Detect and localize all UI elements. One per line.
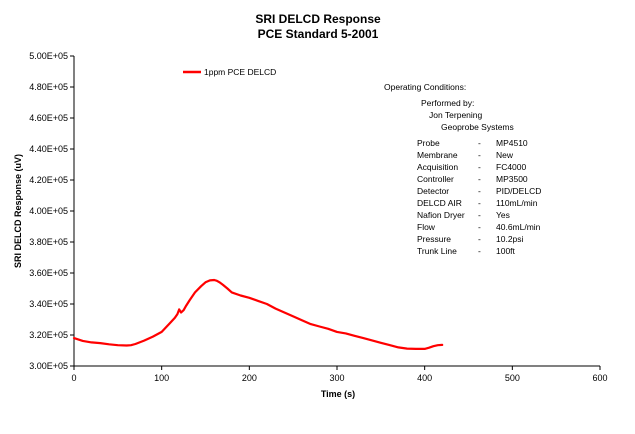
x-tick-label: 500 [505, 373, 520, 383]
operating-conditions-box: Operating Conditions: Performed by: Jon … [384, 82, 541, 256]
y-tick-label: 4.00E+05 [29, 206, 68, 216]
condition-separator: - [478, 222, 481, 232]
condition-value: 110mL/min [496, 198, 538, 208]
condition-separator: - [478, 162, 481, 172]
y-tick-label: 4.80E+05 [29, 82, 68, 92]
condition-separator: - [478, 234, 481, 244]
condition-param: Acquisition [417, 162, 458, 172]
condition-value: MP4510 [496, 138, 528, 148]
condition-param: Membrane [417, 150, 458, 160]
condition-separator: - [478, 138, 481, 148]
condition-value: New [496, 150, 514, 160]
condition-separator: - [478, 246, 481, 256]
y-tick-label: 5.00E+05 [29, 51, 68, 61]
condition-param: DELCD AIR [417, 198, 462, 208]
performed-by-person: Jon Terpening [429, 110, 483, 120]
condition-separator: - [478, 174, 481, 184]
condition-value: 40.6mL/min [496, 222, 541, 232]
x-tick-label: 200 [242, 373, 257, 383]
condition-param: Controller [417, 174, 454, 184]
condition-param: Probe [417, 138, 440, 148]
condition-separator: - [478, 198, 481, 208]
y-tick-label: 4.60E+05 [29, 113, 68, 123]
y-tick-label: 3.20E+05 [29, 330, 68, 340]
condition-separator: - [478, 150, 481, 160]
condition-value: Yes [496, 210, 510, 220]
performed-by-company: Geoprobe Systems [441, 122, 514, 132]
x-axis-label: Time (s) [321, 389, 355, 399]
condition-value: 10.2psi [496, 234, 524, 244]
x-tick-label: 600 [592, 373, 607, 383]
condition-value: MP3500 [496, 174, 528, 184]
x-tick-label: 300 [329, 373, 344, 383]
legend-label: 1ppm PCE DELCD [204, 67, 276, 77]
chart-title: SRI DELCD Response [255, 12, 381, 26]
condition-param: Detector [417, 186, 449, 196]
y-tick-label: 4.40E+05 [29, 144, 68, 154]
legend: 1ppm PCE DELCD [183, 67, 276, 77]
condition-separator: - [478, 210, 481, 220]
condition-value: PID/DELCD [496, 186, 541, 196]
condition-param: Pressure [417, 234, 451, 244]
conditions-heading: Operating Conditions: [384, 82, 466, 92]
condition-param: Flow [417, 222, 436, 232]
chart-subtitle: PCE Standard 5-2001 [258, 27, 379, 41]
x-tick-label: 0 [71, 373, 76, 383]
performed-by-label: Performed by: [421, 98, 474, 108]
x-tick-label: 400 [417, 373, 432, 383]
condition-separator: - [478, 186, 481, 196]
x-tick-label: 100 [154, 373, 169, 383]
condition-value: 100ft [496, 246, 516, 256]
condition-param: Trunk Line [417, 246, 457, 256]
y-tick-label: 3.60E+05 [29, 268, 68, 278]
condition-param: Nafion Dryer [417, 210, 465, 220]
y-tick-label: 3.00E+05 [29, 361, 68, 371]
y-tick-label: 3.80E+05 [29, 237, 68, 247]
condition-value: FC4000 [496, 162, 527, 172]
series-line [72, 278, 444, 350]
y-tick-label: 3.40E+05 [29, 299, 68, 309]
y-axis-label: SRI DELCD Response (uV) [13, 154, 23, 268]
y-tick-label: 4.20E+05 [29, 175, 68, 185]
